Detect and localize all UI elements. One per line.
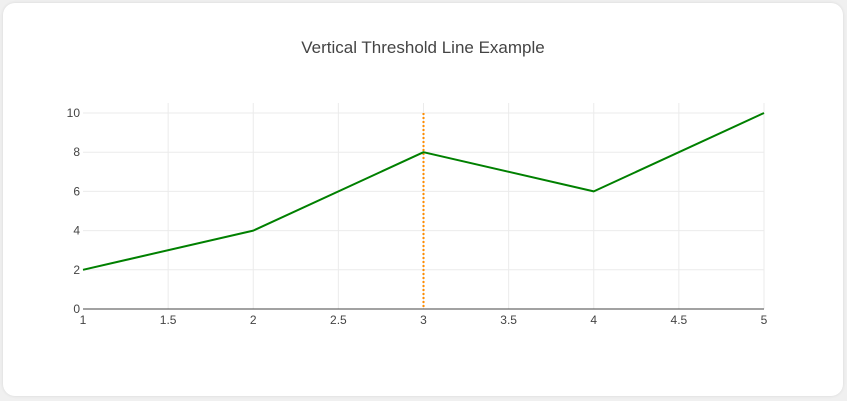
y-tick-label: 8 [73, 145, 80, 159]
chart-title: Vertical Threshold Line Example [301, 38, 545, 57]
tick-labels: 1 1.5 2 2.5 3 3.5 4 4.5 5 0 2 4 6 8 10 [67, 106, 768, 327]
y-tick-label: 6 [73, 184, 80, 198]
data-series-line [82, 112, 765, 271]
x-tick-label: 3.5 [500, 313, 517, 327]
line-chart: Vertical Threshold Line Example 1 1.5 2 2.5… [67, 38, 768, 327]
x-tick-label: 1.5 [160, 313, 177, 327]
x-tick-label: 2 [250, 313, 257, 327]
chart-card: Vertical Threshold Line Example 1 1.5 2 2.5… [3, 3, 843, 396]
y-tick-label: 0 [73, 302, 80, 316]
x-tick-label: 4 [590, 313, 597, 327]
x-tick-label: 4.5 [671, 313, 688, 327]
y-tick-label: 10 [67, 106, 81, 120]
x-tick-label: 2.5 [330, 313, 347, 327]
y-tick-label: 4 [73, 224, 80, 238]
x-tick-label: 5 [761, 313, 768, 327]
x-tick-label: 1 [80, 313, 87, 327]
y-tick-label: 2 [73, 263, 80, 277]
series-layer [82, 112, 765, 271]
x-tick-label: 3 [420, 313, 427, 327]
